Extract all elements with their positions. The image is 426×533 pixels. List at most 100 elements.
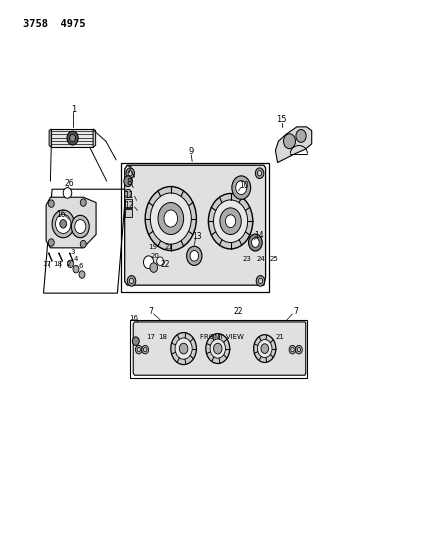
Polygon shape — [133, 322, 305, 375]
Circle shape — [225, 215, 235, 228]
Text: 2: 2 — [66, 261, 70, 267]
Circle shape — [248, 234, 262, 251]
Text: 17: 17 — [146, 334, 155, 340]
Text: 26: 26 — [64, 180, 74, 188]
Circle shape — [124, 176, 132, 187]
Circle shape — [80, 199, 86, 206]
Circle shape — [164, 210, 177, 227]
Circle shape — [141, 345, 148, 354]
Text: 22: 22 — [161, 260, 170, 269]
Circle shape — [283, 134, 295, 149]
Text: 18: 18 — [53, 261, 63, 267]
Circle shape — [231, 176, 250, 199]
Circle shape — [257, 171, 261, 176]
Text: 4: 4 — [74, 255, 78, 262]
Text: 16: 16 — [129, 314, 138, 321]
Circle shape — [256, 276, 264, 286]
Circle shape — [295, 130, 305, 142]
Text: 25: 25 — [269, 256, 277, 262]
Text: 22: 22 — [233, 308, 242, 316]
Circle shape — [260, 344, 268, 353]
Text: 11: 11 — [124, 191, 133, 199]
Circle shape — [60, 220, 66, 228]
Circle shape — [63, 188, 72, 198]
Circle shape — [67, 131, 78, 145]
Circle shape — [158, 203, 183, 235]
Text: 21: 21 — [164, 244, 173, 251]
Circle shape — [179, 343, 187, 354]
Circle shape — [80, 240, 86, 248]
Circle shape — [79, 271, 85, 278]
Text: 23: 23 — [242, 256, 250, 262]
Text: 9: 9 — [188, 148, 193, 156]
Text: 20: 20 — [150, 253, 158, 259]
Text: 19: 19 — [148, 244, 157, 251]
Circle shape — [288, 345, 295, 354]
Polygon shape — [124, 209, 131, 217]
Circle shape — [150, 193, 191, 244]
Circle shape — [251, 238, 259, 247]
Circle shape — [213, 343, 222, 354]
Circle shape — [48, 239, 54, 246]
Circle shape — [219, 208, 241, 235]
Circle shape — [67, 260, 73, 268]
Circle shape — [290, 348, 294, 352]
Text: 3758  4975: 3758 4975 — [23, 19, 86, 29]
Polygon shape — [49, 129, 51, 147]
Text: 10: 10 — [239, 181, 248, 190]
Circle shape — [145, 187, 196, 251]
Circle shape — [205, 334, 229, 364]
Polygon shape — [93, 129, 95, 147]
Circle shape — [73, 265, 79, 273]
Circle shape — [235, 181, 246, 195]
Circle shape — [295, 345, 302, 354]
Circle shape — [210, 339, 225, 358]
Text: 21: 21 — [275, 334, 283, 340]
Polygon shape — [51, 129, 93, 147]
Circle shape — [124, 189, 131, 198]
Circle shape — [127, 276, 135, 286]
Circle shape — [258, 278, 262, 284]
Circle shape — [296, 348, 300, 352]
Circle shape — [253, 335, 275, 362]
Circle shape — [137, 348, 140, 352]
Circle shape — [135, 345, 142, 354]
Text: 7: 7 — [292, 308, 297, 316]
Circle shape — [186, 246, 201, 265]
Circle shape — [150, 263, 157, 272]
Text: 14: 14 — [254, 231, 263, 240]
Text: 7: 7 — [147, 308, 153, 316]
Text: 24: 24 — [256, 256, 264, 262]
Circle shape — [255, 168, 263, 179]
Text: 13: 13 — [192, 232, 201, 241]
Circle shape — [129, 278, 133, 284]
Circle shape — [126, 168, 134, 179]
Circle shape — [257, 340, 271, 358]
Circle shape — [143, 256, 153, 269]
Text: 18: 18 — [157, 334, 167, 340]
Text: 3: 3 — [70, 248, 75, 255]
Circle shape — [170, 333, 196, 365]
Circle shape — [132, 337, 139, 345]
Circle shape — [48, 200, 54, 207]
Polygon shape — [275, 127, 311, 163]
Text: 8: 8 — [126, 179, 131, 187]
Circle shape — [143, 348, 147, 352]
Circle shape — [156, 257, 163, 265]
Text: 1: 1 — [71, 105, 76, 114]
Circle shape — [71, 215, 89, 238]
Polygon shape — [124, 165, 265, 285]
Text: 15: 15 — [276, 116, 286, 124]
Circle shape — [75, 220, 86, 233]
Circle shape — [213, 200, 247, 243]
Circle shape — [52, 210, 74, 238]
Text: 7: 7 — [126, 166, 131, 175]
Text: FRONT VIEW: FRONT VIEW — [200, 334, 243, 340]
Text: 6: 6 — [78, 263, 82, 270]
Circle shape — [190, 251, 198, 261]
Circle shape — [175, 338, 192, 359]
Circle shape — [69, 134, 75, 142]
Polygon shape — [46, 197, 96, 248]
Text: 12: 12 — [124, 201, 133, 210]
Circle shape — [55, 214, 71, 233]
